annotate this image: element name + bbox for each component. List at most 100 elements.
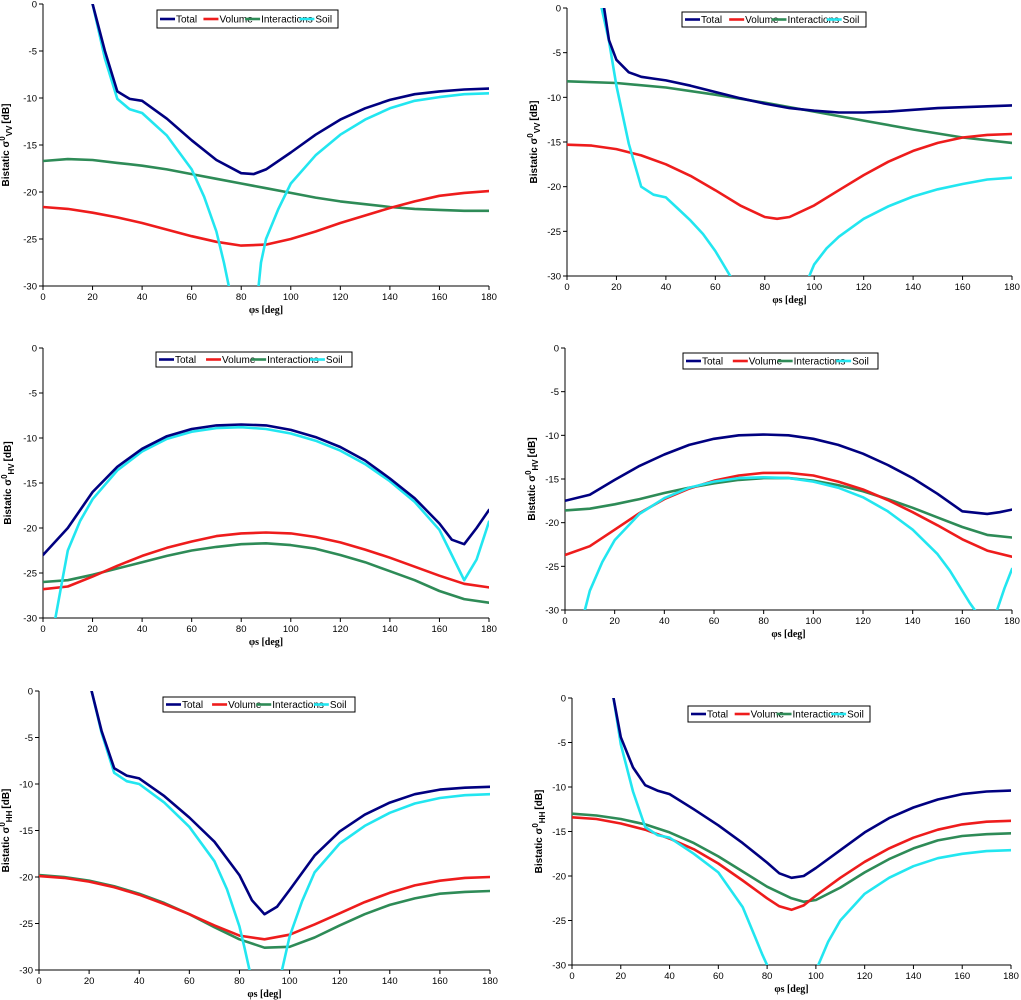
legend-label-soil: Soil: [843, 15, 860, 26]
y-tick-label: -30: [19, 966, 33, 977]
x-tick-label: 80: [236, 292, 247, 303]
y-tick-label: 0: [556, 4, 561, 15]
legend: Total Volume Interactions Soil: [156, 9, 339, 29]
x-tick-label: 60: [710, 282, 721, 293]
x-tick-label: 40: [659, 616, 670, 627]
x-tick-label: 60: [186, 292, 197, 303]
legend-label-total: Total: [707, 710, 728, 721]
x-axis-label: φs [deg]: [772, 295, 806, 306]
legend-label-total: Total: [182, 700, 203, 711]
y-tick-label: -10: [23, 434, 37, 445]
y-tick-label: -25: [23, 569, 37, 580]
y-label-unit: [dB]: [534, 790, 545, 810]
legend: Total Volume Interactions Soil: [162, 696, 356, 713]
x-tick-label: 80: [759, 282, 770, 293]
series-line-total: [90, 691, 490, 916]
series-line-soil: [612, 698, 769, 965]
x-axis-label: φs [deg]: [247, 989, 281, 1000]
y-axis-label: Bistatic σ0HV [dB]: [0, 441, 16, 524]
legend: Total Volume Interactions Soil: [682, 352, 879, 370]
y-tick-label: -15: [23, 141, 37, 152]
x-tick-label: 0: [40, 624, 45, 635]
y-tick-label: -30: [23, 614, 37, 625]
y-label-subscript: HH: [5, 810, 14, 822]
legend-label-volume: Volume: [222, 355, 256, 366]
y-tick-label: -15: [545, 475, 559, 486]
y-label-superscript: 0: [526, 133, 535, 138]
x-tick-label: 40: [137, 292, 148, 303]
x-tick-label: 20: [609, 616, 620, 627]
y-label-main: Bistatic σ: [3, 479, 14, 525]
y-axis-label: Bistatic σ0HH[dB]: [0, 789, 14, 873]
y-tick-label: -5: [551, 387, 559, 398]
x-tick-label: 0: [40, 292, 45, 303]
y-label-main: Bistatic σ: [529, 138, 540, 184]
y-axis-label: Bistatic σ0HV [dB]: [524, 437, 540, 520]
y-tick-label: 0: [561, 694, 566, 705]
x-tick-label: 0: [36, 976, 41, 987]
x-tick-label: 180: [481, 624, 497, 635]
y-label-unit: [dB]: [529, 101, 540, 121]
y-label-main: Bistatic σ: [1, 141, 12, 187]
x-tick-label: 140: [905, 282, 921, 293]
x-tick-label: 120: [332, 976, 348, 987]
x-tick-label: 140: [382, 976, 398, 987]
y-tick-label: -15: [19, 826, 33, 837]
series-line-soil: [583, 475, 977, 610]
x-tick-label: 60: [709, 616, 720, 627]
y-tick-label: -5: [29, 389, 37, 400]
series-line-volume: [565, 471, 1012, 559]
series-line-soil: [90, 691, 251, 970]
x-tick-label: 60: [713, 971, 724, 982]
x-tick-label: 140: [382, 292, 398, 303]
series-line-soil: [280, 792, 490, 970]
series-line-soil: [807, 176, 1012, 276]
chart-panel-2: 0-5-10-15-20-25-300 20 40 60 80 100 120 140 160 1…: [526, 4, 1020, 307]
legend-label-total: Total: [702, 357, 723, 368]
x-tick-label: 160: [954, 616, 970, 627]
x-tick-label: 40: [137, 624, 148, 635]
y-tick-label: -10: [19, 780, 33, 791]
x-tick-label: 0: [569, 971, 574, 982]
y-label-superscript: 0: [531, 823, 540, 828]
series-line-volume: [39, 874, 490, 941]
y-tick-label: -20: [545, 518, 559, 529]
legend-label-volume: Volume: [228, 700, 262, 711]
legend-label-interactions: Interactions: [793, 710, 845, 721]
x-tick-label: 20: [87, 292, 98, 303]
legend-label-volume: Volume: [219, 15, 253, 26]
series-line-total: [91, 4, 489, 176]
series-line-interactions: [567, 80, 1012, 145]
y-tick-label: 0: [32, 0, 37, 11]
series-line-volume: [567, 132, 1012, 221]
y-label-unit: [dB]: [1, 789, 12, 809]
y-tick-label: -30: [547, 272, 561, 283]
y-label-main: Bistatic σ: [534, 827, 545, 873]
y-label-superscript: 0: [0, 822, 7, 827]
x-tick-label: 80: [758, 616, 769, 627]
legend-label-interactions: Interactions: [267, 355, 319, 366]
y-label-subscript: HV: [531, 459, 540, 471]
series-line-soil: [995, 567, 1012, 610]
chart-panel-3: 0-5-10-15-20-25-300 20 40 60 80 100 120 140 160 1…: [0, 344, 497, 649]
x-tick-label: 180: [1003, 971, 1019, 982]
y-tick-label: -20: [547, 182, 561, 193]
y-tick-label: -15: [547, 138, 561, 149]
series-line-soil: [91, 4, 231, 286]
x-tick-label: 100: [806, 282, 822, 293]
legend-label-interactions: Interactions: [261, 15, 313, 26]
y-axis-label: Bistatic σ0VV[dB]: [0, 104, 14, 187]
x-tick-label: 140: [905, 616, 921, 627]
x-tick-label: 80: [234, 976, 245, 987]
legend-label-soil: Soil: [315, 15, 332, 26]
x-tick-label: 20: [615, 971, 626, 982]
legend-label-volume: Volume: [749, 357, 783, 368]
x-tick-label: 40: [134, 976, 145, 987]
x-tick-label: 120: [855, 616, 871, 627]
series-line-soil: [54, 425, 489, 618]
y-label-unit: [dB]: [1, 104, 12, 124]
y-tick-label: -15: [552, 827, 566, 838]
legend-label-volume: Volume: [745, 15, 779, 26]
x-tick-label: 60: [186, 624, 197, 635]
series-line-total: [43, 423, 489, 557]
